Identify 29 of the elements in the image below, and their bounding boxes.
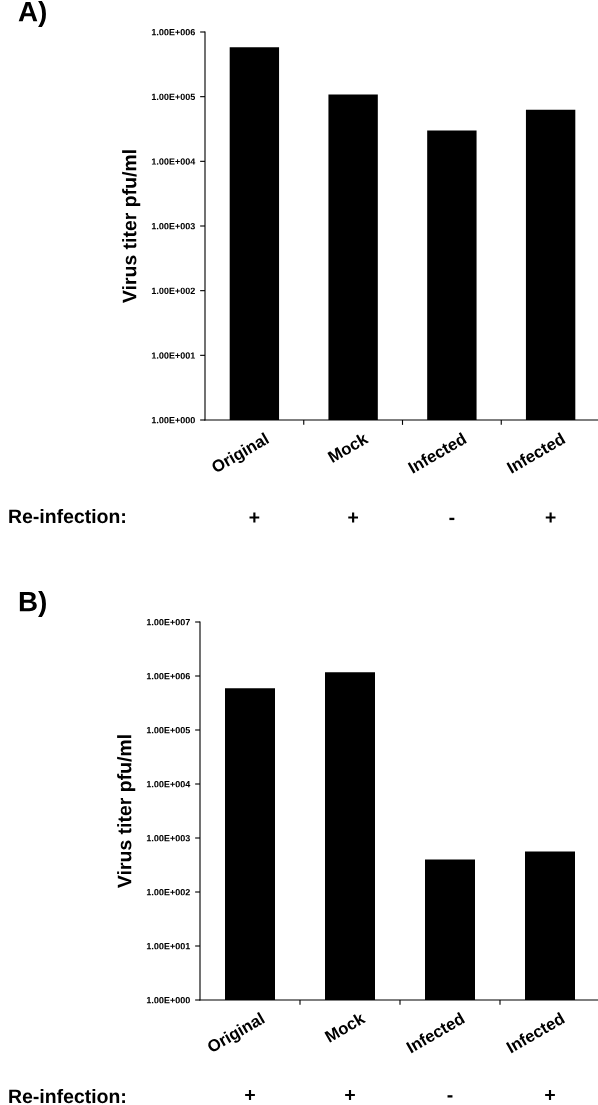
text: + <box>545 1090 555 1100</box>
y-tick-label: 1.00E+005 <box>146 726 191 734</box>
text: + <box>348 512 359 523</box>
y-axis-title: Virus titer pfu/ml <box>117 735 136 888</box>
text: + <box>249 512 260 523</box>
y-tick-label: 1.00E+006 <box>151 28 195 36</box>
chart-title: A) <box>18 1 46 27</box>
y-tick-label: 1.00E+000 <box>151 416 195 424</box>
y-tick-label: 1.00E+001 <box>151 352 196 359</box>
y-tick-label: 1.00E+000 <box>146 996 190 1004</box>
y-tick-label: 1.00E+005 <box>151 93 196 101</box>
text: Re-infection: <box>9 508 125 524</box>
y-tick-label: 1.00E+003 <box>151 222 195 230</box>
text: + <box>245 1090 255 1100</box>
text: Re-infection: <box>9 1088 125 1104</box>
text: - <box>447 1095 453 1098</box>
y-tick-label: 1.00E+006 <box>146 672 190 680</box>
y-tick-label: 1.00E+001 <box>146 942 191 950</box>
text: - <box>449 517 455 521</box>
y-tick-label: 1.00E+004 <box>151 158 196 165</box>
y-tick-label: 1.00E+002 <box>146 888 190 896</box>
y-tick-label: 1.00E+003 <box>146 834 190 842</box>
y-axis-title: Virus titer pfu/ml <box>122 150 141 303</box>
y-tick-label: 1.00E+002 <box>151 287 195 295</box>
chart-title: B) <box>19 591 46 617</box>
y-tick-label: 1.00E+007 <box>146 618 190 626</box>
text: + <box>545 512 556 523</box>
y-tick-label: 1.00E+004 <box>146 780 191 788</box>
text: + <box>345 1090 355 1100</box>
